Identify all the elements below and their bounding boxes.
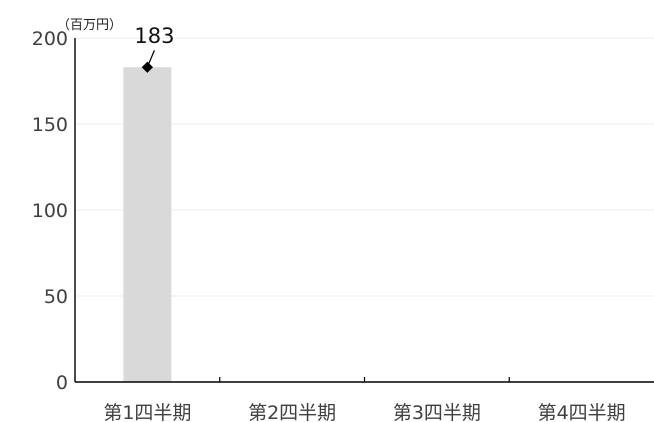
data-label: 183 <box>134 24 174 48</box>
y-tick-label: 50 <box>44 286 68 308</box>
bars <box>123 67 172 383</box>
y-tick-label: 100 <box>32 200 68 222</box>
axes <box>74 38 654 383</box>
y-axis-unit-label: （百万円） <box>57 18 122 33</box>
y-tick-labels: 0 50 100 150 200 <box>32 28 68 394</box>
x-tick-label: 第4四半期 <box>538 402 626 422</box>
x-tick-label: 第1四半期 <box>103 402 191 422</box>
data-label-leader <box>146 50 155 68</box>
y-tick-label: 150 <box>32 114 68 136</box>
bar <box>123 67 172 383</box>
data-labels: 183 <box>134 24 174 73</box>
grid-lines <box>75 37 654 297</box>
y-tick-label: 200 <box>32 28 68 50</box>
x-tick-label: 第2四半期 <box>248 402 336 422</box>
y-tick-label: 0 <box>56 372 68 394</box>
x-tick-label: 第3四半期 <box>393 402 481 422</box>
x-tick-labels: 第1四半期 第2四半期 第3四半期 第4四半期 <box>103 402 625 422</box>
